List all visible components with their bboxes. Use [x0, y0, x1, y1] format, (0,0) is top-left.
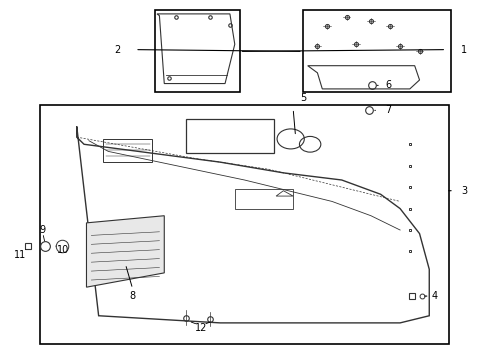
Text: 4: 4: [431, 291, 437, 301]
Bar: [186, 119, 273, 153]
Bar: [103, 139, 152, 162]
Text: 6: 6: [385, 80, 391, 90]
Text: 9: 9: [40, 225, 46, 235]
Text: 3: 3: [460, 186, 466, 196]
Polygon shape: [86, 216, 164, 287]
Text: 1: 1: [460, 45, 466, 55]
Text: 2: 2: [114, 45, 120, 55]
Text: 12: 12: [194, 323, 206, 333]
Text: 10: 10: [57, 245, 69, 255]
Text: 8: 8: [129, 291, 136, 301]
Text: 5: 5: [300, 93, 306, 103]
Text: 11: 11: [14, 250, 26, 260]
Text: 7: 7: [385, 105, 391, 115]
Bar: [234, 189, 292, 208]
